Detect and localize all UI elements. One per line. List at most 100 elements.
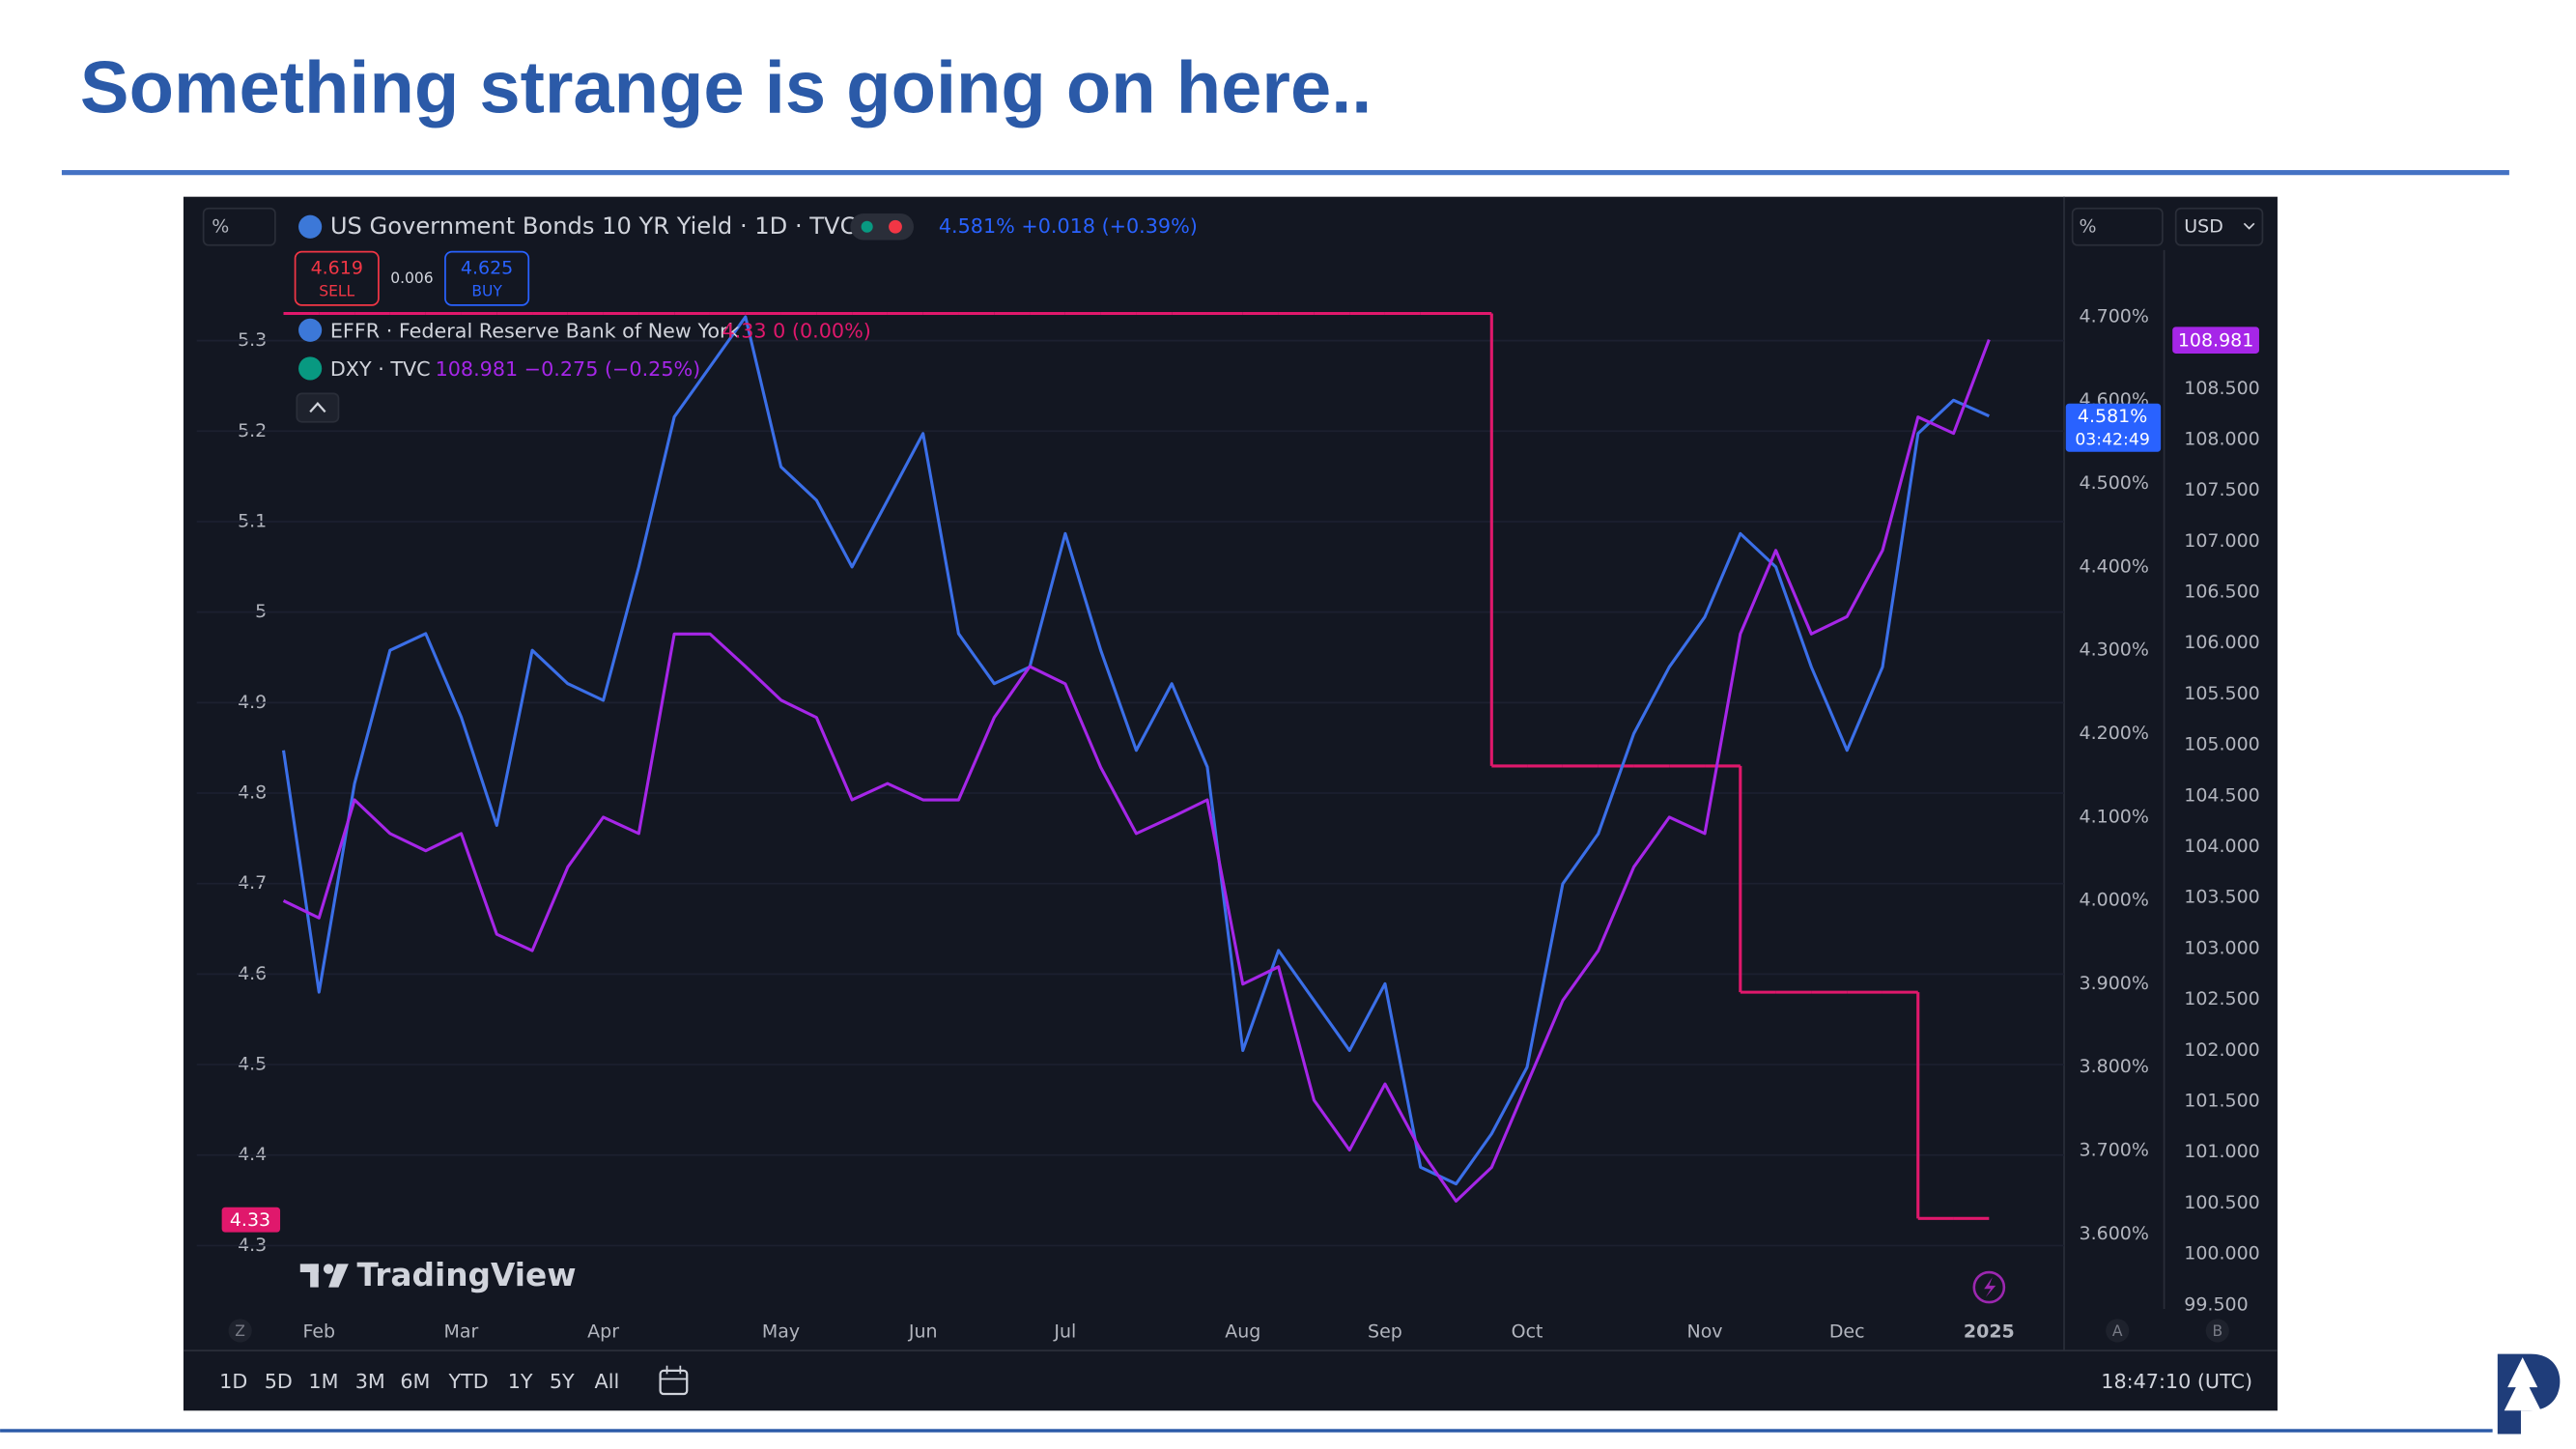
axis-button-label[interactable]: Z: [235, 1322, 245, 1340]
sell-button[interactable]: [294, 250, 380, 306]
tick-label: 101.500: [2184, 1091, 2259, 1112]
x-tick-label: Jul: [1053, 1321, 1076, 1343]
main-quote: 4.581% +0.018 (+0.39%): [939, 214, 1198, 238]
range-bar: 1D 5D 1M 3M 6M YTD 1Y 5Y All: [219, 1370, 619, 1393]
tick-label: 102.000: [2184, 1039, 2259, 1061]
series-line: [282, 339, 1991, 1203]
clock: 18:47:10 (UTC): [2101, 1370, 2252, 1393]
brand-icon: [299, 1264, 349, 1288]
buy-button[interactable]: [444, 250, 530, 306]
tick-label: 105.000: [2184, 734, 2259, 755]
calendar-icon[interactable]: [659, 1365, 689, 1396]
axis-button[interactable]: [228, 1319, 252, 1343]
chart-panel: [183, 196, 2278, 1411]
dxy-symbol: DXY · TVC: [330, 357, 431, 381]
tick-label: 107.500: [2184, 479, 2259, 500]
scale-label[interactable]: %: [2080, 215, 2097, 237]
tick-label: 4.400%: [2080, 555, 2149, 577]
dxy-quote: 108.981 −0.275 (−0.25%): [436, 357, 701, 381]
axis-button-label[interactable]: B: [2212, 1322, 2222, 1340]
footer-rule: [0, 1429, 2493, 1433]
status-dot: [889, 219, 902, 234]
range-button[interactable]: 5Y: [550, 1370, 575, 1393]
scale-label[interactable]: %: [212, 215, 229, 237]
tick-label: 99.500: [2184, 1293, 2248, 1315]
dxy-badge: [2172, 327, 2259, 354]
x-tick-label: Aug: [1225, 1321, 1260, 1343]
range-button[interactable]: 5D: [265, 1370, 293, 1393]
tick-label: 100.500: [2184, 1192, 2259, 1213]
tick-label: 103.500: [2184, 887, 2259, 908]
alert-icon[interactable]: [1984, 1277, 1996, 1297]
x-tick-label: Mar: [444, 1321, 479, 1343]
tick-label: 3.900%: [2080, 973, 2149, 994]
yield-badge: [2065, 403, 2162, 452]
effr-badge: [221, 1207, 281, 1233]
axis-button[interactable]: [2106, 1319, 2130, 1343]
flag-icon: [298, 214, 323, 239]
tick-label: 4.200%: [2080, 723, 2149, 744]
range-button[interactable]: 1M: [308, 1370, 338, 1393]
currency-box[interactable]: [2174, 207, 2264, 246]
chevron[interactable]: [2243, 222, 2255, 230]
alert-icon[interactable]: [1972, 1270, 2006, 1304]
main-symbol: US Government Bonds 10 YR Yield · 1D · T…: [330, 213, 857, 240]
x-tick-label: Dec: [1829, 1321, 1865, 1343]
title-rule: [61, 170, 2509, 176]
slide-title: Something strange is going on here..: [80, 47, 1372, 129]
plot: 4.34.44.54.64.74.84.955.15.25.33.600%3.7…: [196, 305, 2260, 1343]
currency[interactable]: USD: [2184, 215, 2223, 237]
tick-label: 3.700%: [2080, 1140, 2149, 1161]
tick-label: 102.500: [2184, 988, 2259, 1009]
chevron[interactable]: [309, 402, 326, 413]
tick-label: 4.000%: [2080, 890, 2149, 911]
range-button[interactable]: 3M: [355, 1370, 385, 1393]
tick-label: 104.500: [2184, 784, 2259, 806]
effr-quote: 4.33 0 (0.00%): [722, 319, 870, 342]
scale-box[interactable]: [202, 207, 276, 246]
x-tick-label: Jun: [908, 1321, 938, 1343]
tick-label: 100.000: [2184, 1243, 2259, 1264]
tick-label: 3.800%: [2080, 1056, 2149, 1077]
status-dot: [861, 220, 873, 233]
range-button[interactable]: All: [595, 1370, 620, 1393]
range-button[interactable]: 6M: [400, 1370, 430, 1393]
x-tick-label: 2025: [1964, 1321, 2015, 1343]
spread: 0.006: [390, 270, 433, 287]
tick-label: 4.300%: [2080, 639, 2149, 661]
buy-price[interactable]: 4.625: [461, 257, 513, 278]
axis-button-label[interactable]: A: [2112, 1322, 2123, 1340]
tick-label: 108.500: [2184, 378, 2259, 399]
effr-symbol: EFFR · Federal Reserve Bank of New York: [330, 319, 740, 342]
tick-label: 104.000: [2184, 836, 2259, 857]
series-line: [281, 315, 1990, 1186]
flag-icon: [298, 318, 323, 342]
tick-label: 107.000: [2184, 530, 2259, 552]
x-tick-label: Sep: [1368, 1321, 1402, 1343]
x-tick-label: Feb: [303, 1321, 336, 1343]
sell-price[interactable]: 4.619: [311, 257, 363, 278]
x-tick-label: Oct: [1512, 1321, 1543, 1343]
tick-label: 101.000: [2184, 1141, 2259, 1162]
tick-label: 103.000: [2184, 937, 2259, 958]
range-button[interactable]: YTD: [447, 1370, 488, 1393]
tick-label: 108.000: [2184, 428, 2259, 449]
buy-label[interactable]: BUY: [471, 283, 502, 300]
range-button[interactable]: 1D: [219, 1370, 247, 1393]
x-tick-label: Nov: [1687, 1321, 1723, 1343]
logo: [2497, 1353, 2561, 1435]
tick-label: 4.100%: [2080, 806, 2149, 827]
range-button[interactable]: 1Y: [508, 1370, 533, 1393]
collapse-button[interactable]: [296, 392, 340, 423]
tick-label: 106.000: [2184, 632, 2259, 653]
countdown: 03:42:49: [2075, 431, 2149, 450]
brand: TradingView: [356, 1257, 576, 1293]
status-pill: [850, 213, 914, 241]
tick-label: 3.600%: [2080, 1223, 2149, 1244]
scale-box[interactable]: [2071, 207, 2164, 246]
tick-label: 106.500: [2184, 582, 2259, 603]
sell-label[interactable]: SELL: [319, 283, 354, 300]
axis-button[interactable]: [2205, 1319, 2229, 1343]
effr-badge-label: 4.33: [230, 1209, 270, 1231]
